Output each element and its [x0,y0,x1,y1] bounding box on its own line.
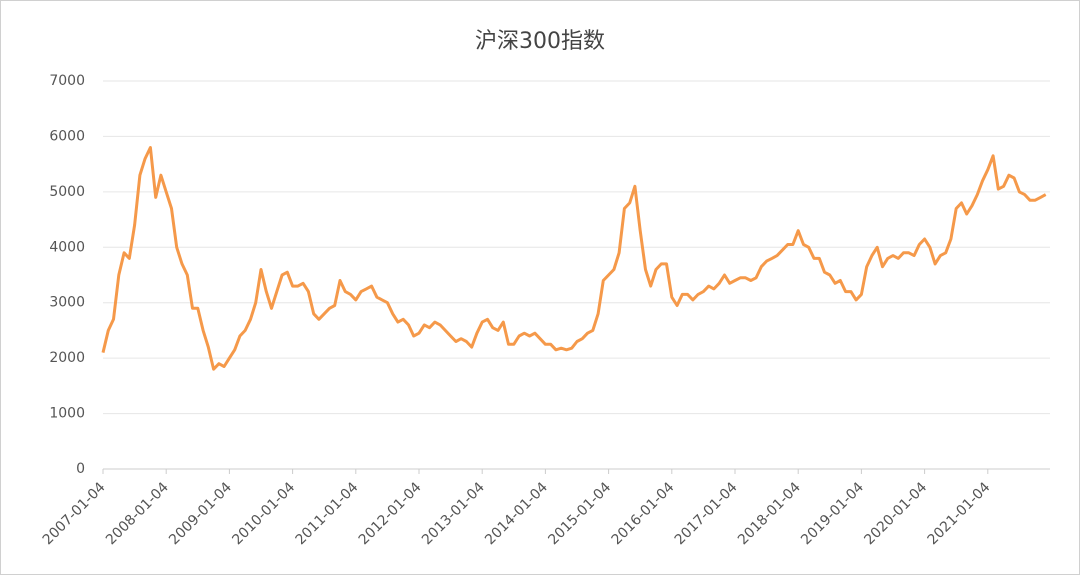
y-tick-label: 1000 [49,406,85,422]
line-series [101,146,1047,371]
y-tick-label: 4000 [49,239,85,255]
y-tick-label: 3000 [49,295,85,311]
y-tick-label: 6000 [49,128,85,144]
y-tick-label: 7000 [49,73,85,89]
y-tick-label: 2000 [49,350,85,366]
y-tick-label: 0 [76,461,85,477]
y-tick-label: 5000 [49,184,85,200]
chart-title: 沪深300指数 [475,29,605,54]
